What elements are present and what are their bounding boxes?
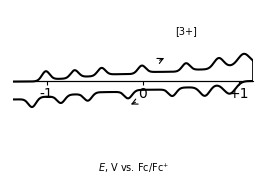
Text: $\it{E}$, V vs. Fc/Fc⁺: $\it{E}$, V vs. Fc/Fc⁺ (98, 161, 169, 174)
Text: [3+]: [3+] (175, 26, 197, 36)
